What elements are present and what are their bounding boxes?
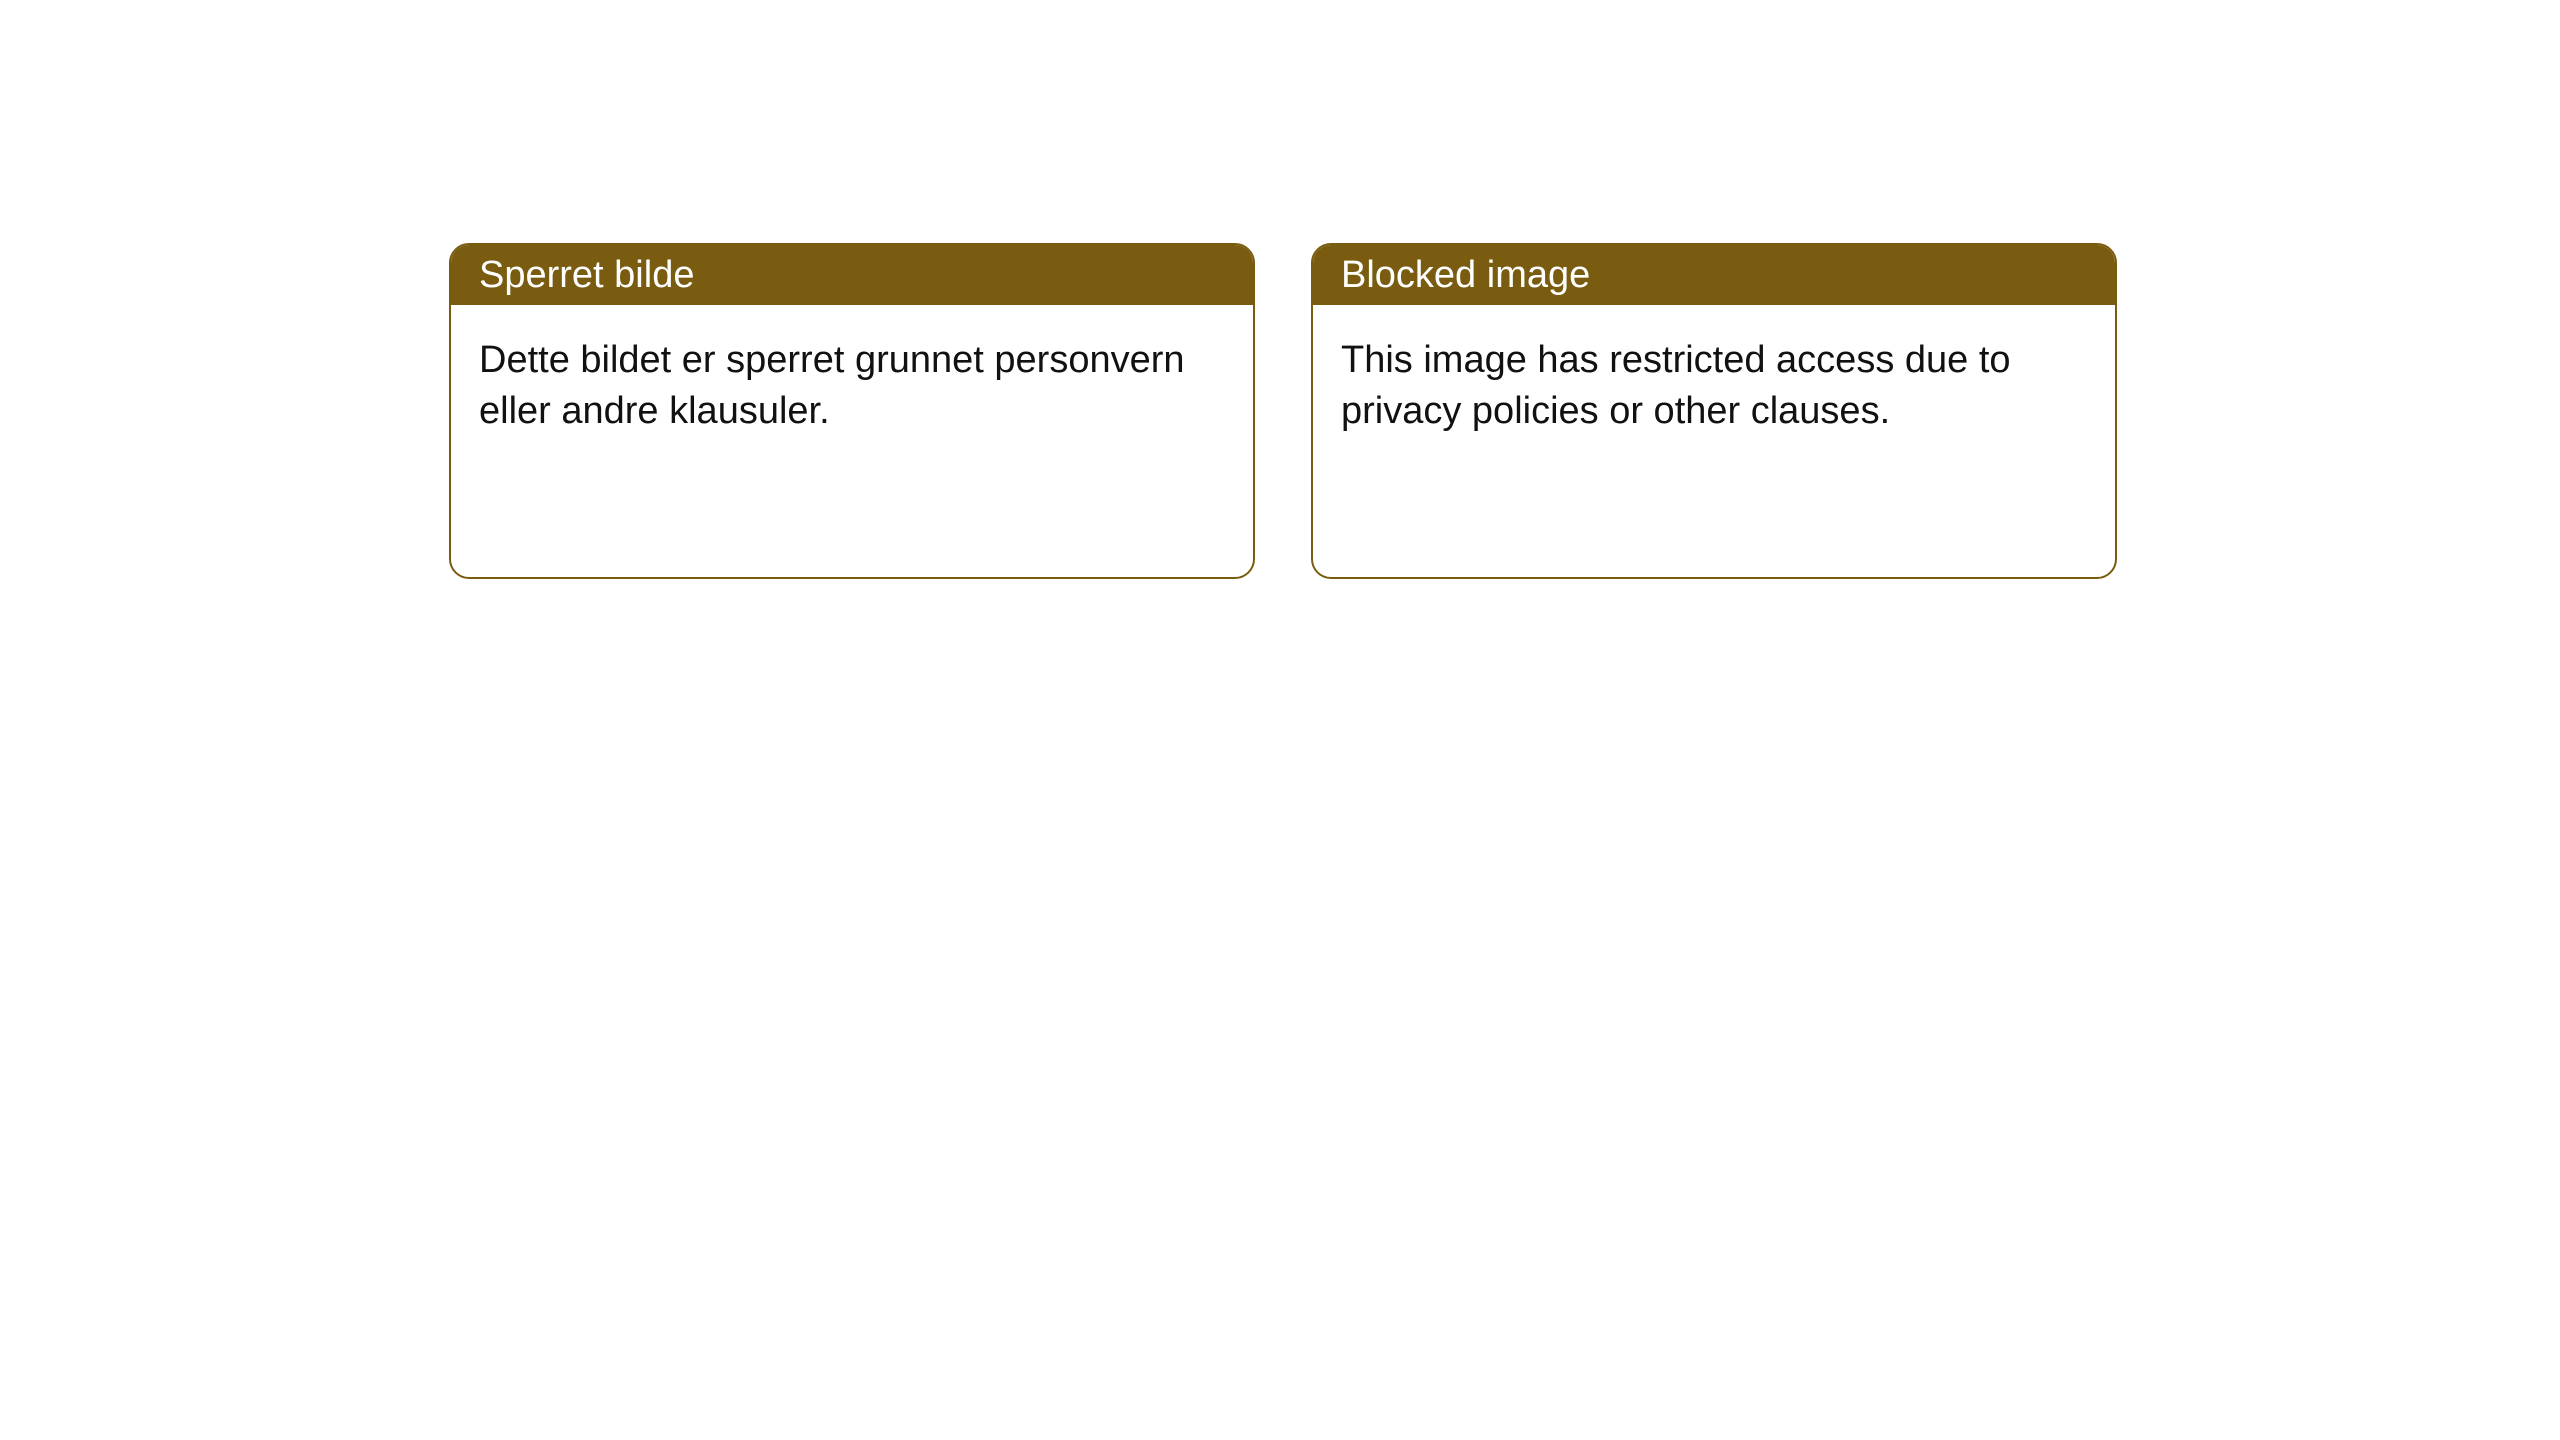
notice-card-norwegian: Sperret bilde Dette bildet er sperret gr… (449, 243, 1255, 579)
notice-title: Sperret bilde (479, 254, 694, 297)
notice-header: Sperret bilde (451, 245, 1253, 305)
notice-body-text: Dette bildet er sperret grunnet personve… (479, 339, 1185, 432)
notice-title: Blocked image (1341, 254, 1590, 297)
notice-header: Blocked image (1313, 245, 2115, 305)
notice-body: Dette bildet er sperret grunnet personve… (451, 305, 1253, 468)
notice-body: This image has restricted access due to … (1313, 305, 2115, 468)
notice-card-english: Blocked image This image has restricted … (1311, 243, 2117, 579)
notice-container: Sperret bilde Dette bildet er sperret gr… (0, 0, 2560, 579)
notice-body-text: This image has restricted access due to … (1341, 339, 2011, 432)
